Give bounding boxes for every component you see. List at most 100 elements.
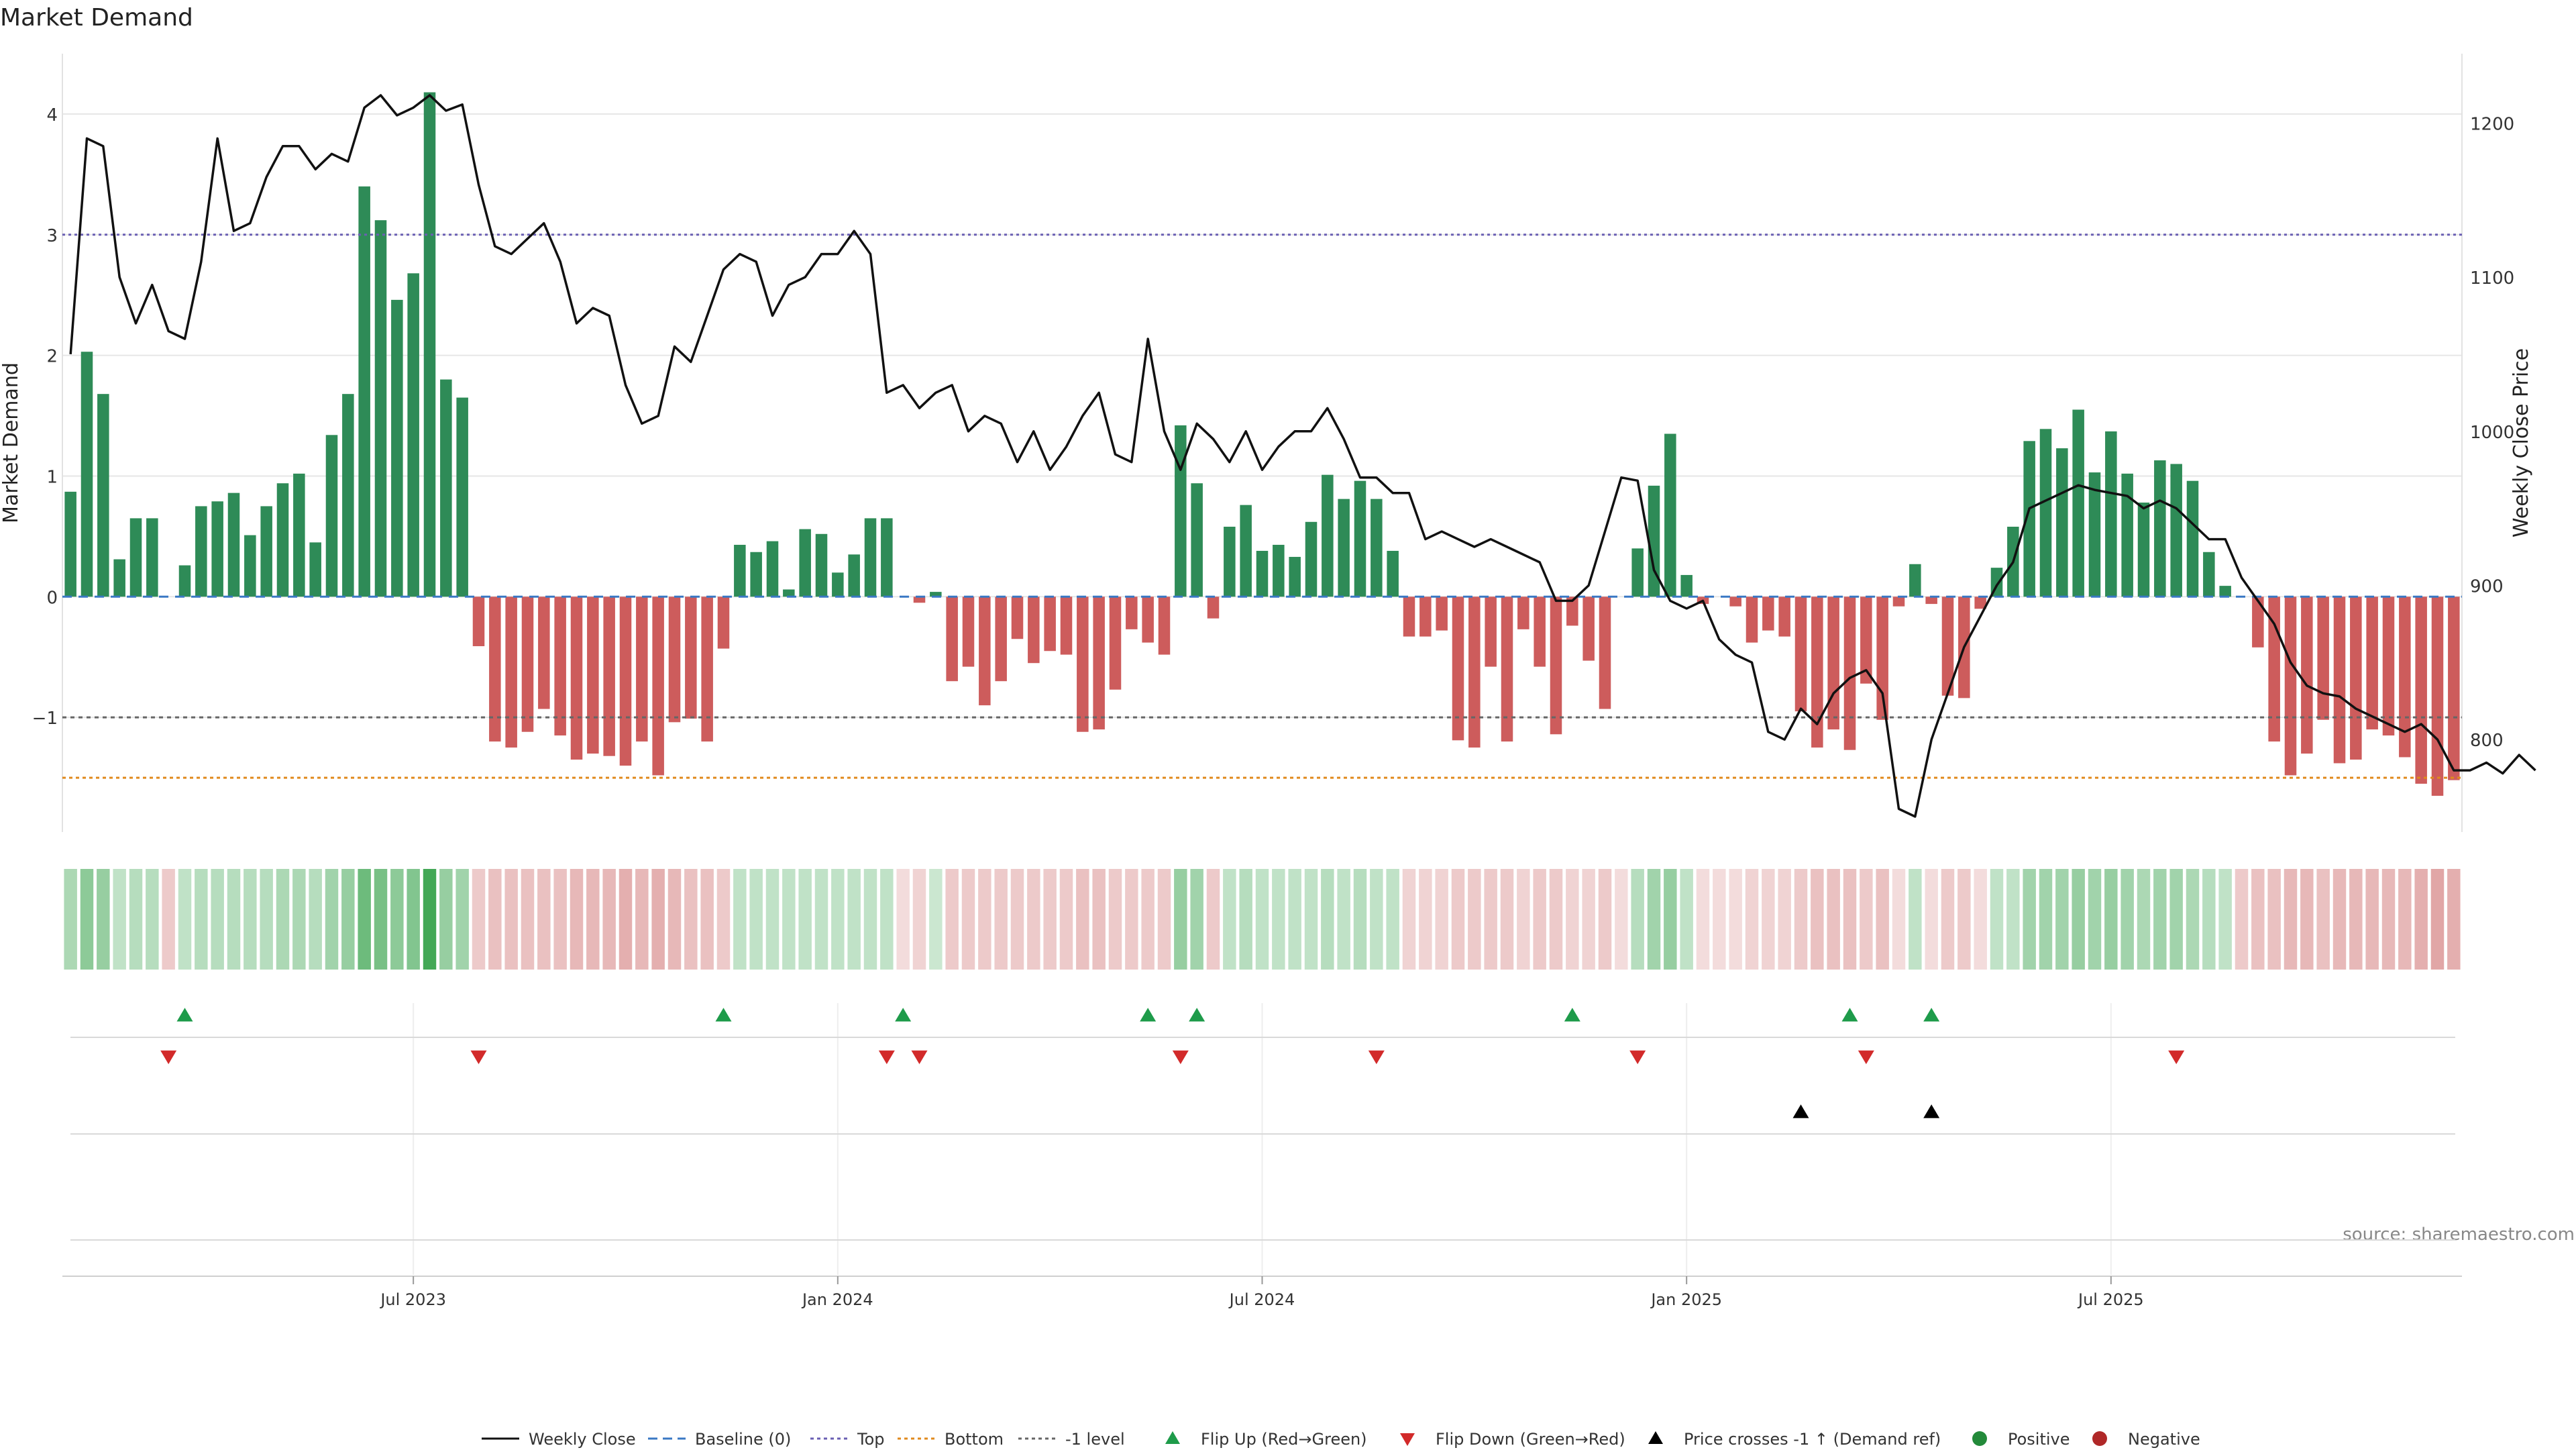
x-tick-label: Jul 2023: [379, 1290, 446, 1309]
heat-cell: [195, 869, 208, 970]
demand-bar-negative: [1093, 597, 1105, 730]
demand-bar-negative: [1794, 597, 1807, 712]
heat-cell: [2039, 869, 2053, 970]
heat-cell: [2055, 869, 2069, 970]
heat-cell: [1647, 869, 1661, 970]
demand-bar-positive: [64, 491, 76, 597]
demand-bar-positive: [227, 492, 240, 597]
heat-cell: [2447, 869, 2461, 970]
flip-down-marker: [1172, 1050, 1189, 1064]
heat-cell: [1664, 869, 1677, 970]
legend-label: Price crosses -1 ↑ (Demand ref): [1684, 1430, 1941, 1449]
demand-bar-negative: [1778, 597, 1790, 637]
heat-cell: [749, 869, 763, 970]
heat-cell: [1206, 869, 1220, 970]
y-tick-left: 1: [46, 467, 58, 487]
heat-cell: [1615, 869, 1628, 970]
demand-bar-positive: [309, 542, 321, 597]
demand-bar-positive: [244, 535, 256, 597]
demand-bar-negative: [1566, 597, 1578, 626]
demand-bar-positive: [1289, 556, 1301, 597]
y-tick-left: 3: [46, 226, 58, 246]
demand-bar-positive: [2023, 441, 2035, 597]
demand-bar-negative: [1941, 597, 1954, 696]
heat-cell: [1533, 869, 1546, 970]
flip-down-marker: [911, 1050, 928, 1064]
demand-bar-negative: [2399, 597, 2411, 758]
heat-cell: [586, 869, 600, 970]
heat-cell: [1811, 869, 1824, 970]
demand-bar-positive: [1631, 548, 1644, 597]
demand-bar-positive: [293, 473, 305, 597]
heat-cell: [129, 869, 143, 970]
heat-cell: [831, 869, 845, 970]
demand-bar-negative: [1925, 597, 1937, 605]
heat-cell: [1500, 869, 1514, 970]
demand-bar-negative: [1974, 597, 1986, 609]
y-tick-right: 800: [2470, 731, 2504, 751]
heat-cell: [1125, 869, 1138, 970]
demand-bar-positive: [1909, 564, 1921, 597]
demand-bar-negative: [1044, 597, 1056, 652]
legend-item-flip_down: Flip Down (Green→Red): [1400, 1430, 1625, 1449]
y-tick-left: −1: [32, 709, 58, 729]
heat-cell: [1794, 869, 1808, 970]
heat-cell: [1386, 869, 1399, 970]
demand-bar-positive: [1338, 499, 1350, 597]
legend-label: -1 level: [1065, 1430, 1125, 1449]
demand-bar-positive: [97, 394, 109, 597]
demand-bar-positive: [391, 299, 403, 597]
demand-bar-negative: [1109, 597, 1122, 690]
legend-label: Top: [857, 1430, 885, 1449]
demand-bar-negative: [717, 597, 730, 649]
heat-cell: [1288, 869, 1301, 970]
heat-cell: [2316, 869, 2330, 970]
heat-cell: [423, 869, 437, 970]
demand-bar-positive: [2105, 431, 2117, 597]
demand-bar-negative: [1436, 597, 1448, 631]
demand-bar-negative: [521, 597, 534, 732]
heat-cell: [1321, 869, 1334, 970]
demand-bar-negative: [1501, 597, 1513, 742]
demand-bar-negative: [2415, 597, 2427, 784]
demand-bar-positive: [1648, 485, 1660, 597]
demand-bar-negative: [1599, 597, 1611, 709]
heat-cell: [2398, 869, 2412, 970]
flip-down-marker: [1858, 1050, 1874, 1064]
demand-bar-negative: [913, 597, 926, 603]
demand-bar-positive: [734, 544, 746, 597]
flip-up-marker: [1564, 1008, 1580, 1022]
legend-item-positive: Positive: [1972, 1430, 2070, 1449]
legend-label: Flip Down (Green→Red): [1436, 1430, 1625, 1449]
heat-cell: [2430, 869, 2445, 970]
heat-cell: [1174, 869, 1187, 970]
heat-cell: [570, 869, 584, 970]
heat-cell: [1059, 869, 1073, 970]
demand-bar-negative: [685, 597, 697, 719]
heat-cell: [1255, 869, 1269, 970]
flip-down-marker: [878, 1050, 895, 1064]
demand-bar-positive: [260, 506, 272, 597]
demand-bar-negative: [2252, 597, 2264, 647]
heat-cell: [358, 869, 371, 970]
demand-bar-negative: [1582, 597, 1595, 661]
demand-bar-negative: [1011, 597, 1024, 639]
heat-cell: [472, 869, 486, 970]
flip-up-marker: [715, 1008, 732, 1022]
y-tick-left: 2: [46, 347, 58, 367]
demand-bar-positive: [374, 220, 387, 597]
heat-cell: [1713, 869, 1726, 970]
demand-bar-positive: [881, 518, 893, 597]
legend-swatch-negative: [2092, 1431, 2107, 1446]
heat-cell: [912, 869, 926, 970]
demand-bar-positive: [1240, 505, 1252, 597]
heat-cell: [1402, 869, 1416, 970]
demand-bar-negative: [979, 597, 991, 706]
demand-bar-positive: [766, 541, 779, 597]
heat-cell: [1827, 869, 1840, 970]
legend-swatch-positive: [1972, 1431, 1987, 1446]
heat-cell: [1566, 869, 1579, 970]
demand-bar-negative: [1419, 597, 1432, 637]
heat-cell: [716, 869, 731, 970]
